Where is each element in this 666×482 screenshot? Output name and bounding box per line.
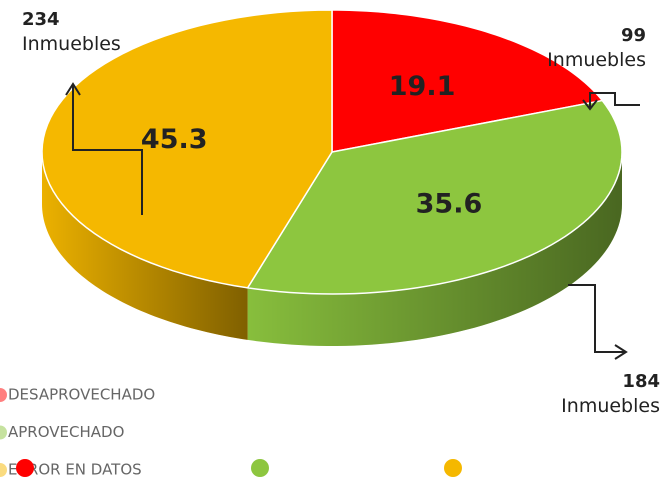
slice	[41, 9, 333, 289]
legend-swatch	[0, 463, 7, 477]
count-unit: Inmuebles	[561, 395, 660, 417]
arrow	[65, 82, 143, 215]
legend-swatch	[0, 388, 7, 402]
value-label: 45.3	[141, 124, 208, 155]
legend-marker	[444, 459, 462, 477]
arrow	[568, 284, 628, 360]
count: 184	[622, 371, 660, 392]
slice-shade	[247, 152, 622, 346]
annotation: 234 Inmuebles	[22, 8, 121, 56]
slice-shade	[42, 152, 248, 340]
slice	[246, 99, 623, 295]
annotation: 184 Inmuebles	[520, 370, 660, 418]
legend-label: APROVECHADO	[8, 423, 124, 441]
count-unit: Inmuebles	[22, 33, 121, 55]
legend-swatch	[0, 425, 7, 440]
count-unit: Inmuebles	[547, 49, 646, 71]
annotation: 99 Inmuebles	[534, 24, 646, 72]
count: 99	[620, 25, 646, 46]
legend-label: DESAPROVECHADO	[8, 386, 155, 404]
value-labels: 19.1 35.6 45.3	[141, 71, 482, 220]
legend-marker	[251, 459, 269, 477]
arrow	[582, 92, 640, 111]
legend-label: ERROR EN DATOS	[8, 461, 142, 479]
value-label: 19.1	[389, 71, 456, 102]
pie-sides	[42, 152, 622, 346]
slice	[331, 9, 604, 153]
count: 234	[22, 9, 60, 30]
legend-marker	[16, 459, 34, 477]
annotation-arrows	[65, 82, 640, 360]
legend: DESAPROVECHADO APROVECHADO ERROR EN DATOS	[0, 386, 462, 479]
value-label: 35.6	[416, 189, 483, 220]
pie-tops	[41, 9, 623, 295]
